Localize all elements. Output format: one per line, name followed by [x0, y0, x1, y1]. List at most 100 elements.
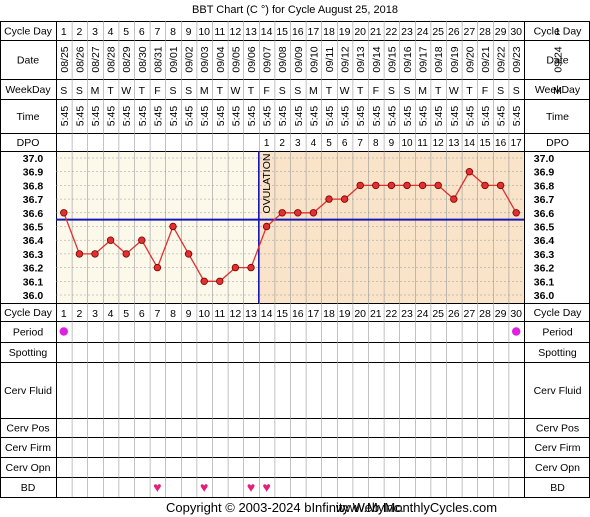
row-label-cycle-day: Cycle Day [4, 26, 53, 38]
time-label: 5:45 [480, 106, 492, 127]
weekday-label: S [60, 85, 67, 97]
y-tick-label: 36.6 [23, 208, 44, 220]
weekday-label: S [185, 85, 192, 97]
cycle-day-label: 10 [198, 26, 210, 38]
extra-weekday: M [553, 85, 562, 97]
extra-cycle-day: 1 [555, 26, 561, 38]
temperature-point [450, 195, 458, 203]
cycle-day-label: 13 [245, 26, 257, 38]
date-label: 09/17 [418, 46, 430, 72]
ovulation-label: OVULATION [261, 154, 273, 214]
dpo-label: 8 [373, 138, 379, 149]
time-label: 5:45 [386, 106, 398, 127]
temperature-point [200, 277, 208, 285]
cycle-day-label: 14 [261, 26, 273, 38]
row-label-cerv-pos-right: Cerv Pos [536, 423, 579, 435]
weekday-label: F [373, 85, 379, 97]
temperature-point [60, 209, 68, 217]
cycle-day-label: 5 [123, 26, 129, 38]
cycle-day-label: 8 [170, 308, 176, 320]
cycle-day-label: 29 [495, 26, 507, 38]
cycle-day-label: 26 [448, 26, 460, 38]
y-tick-label: 36.2 [23, 263, 44, 275]
temperature-point [372, 181, 380, 190]
cycle-day-label: 1 [61, 26, 67, 38]
weekday-label: T [466, 85, 473, 97]
cycle-day-label: 12 [230, 26, 242, 38]
cycle-day-label: 23 [401, 26, 413, 38]
date-label: 09/02 [184, 46, 196, 72]
y-tick-label-right: 36.0 [534, 290, 555, 302]
time-label: 5:45 [184, 106, 196, 127]
row-label-spotting: Spotting [9, 347, 48, 359]
temperature-point [106, 236, 115, 244]
date-label: 09/06 [246, 46, 258, 72]
cycle-day-label: 26 [448, 308, 460, 320]
date-label: 09/23 [511, 46, 523, 72]
temperature-point [403, 181, 411, 190]
cycle-day-label: 4 [108, 26, 114, 38]
dpo-label: 9 [389, 138, 395, 149]
date-label: 09/20 [464, 46, 476, 72]
y-tick-label: 36.7 [23, 194, 44, 206]
y-tick-label-right: 36.7 [534, 194, 555, 206]
y-tick-label-right: 36.2 [534, 263, 555, 275]
date-label: 08/26 [74, 46, 86, 72]
cycle-day-label: 6 [139, 26, 145, 38]
cycle-day-label: 15 [276, 308, 288, 320]
cycle-day-label: 25 [432, 308, 444, 320]
temperature-point [465, 167, 474, 176]
cycle-day-label: 17 [308, 308, 320, 320]
dpo-label: 3 [295, 138, 301, 149]
temperature-point [278, 209, 286, 217]
dpo-label: 11 [417, 138, 428, 149]
weekday-label: S [388, 85, 395, 97]
temperature-point [138, 236, 146, 244]
cycle-day-label: 16 [292, 26, 304, 38]
cycle-day-label: 22 [386, 308, 398, 320]
time-label: 5:45 [199, 106, 211, 127]
cycle-day-label: 29 [495, 308, 507, 320]
bd-heart-icon: ♥ [200, 479, 208, 495]
dpo-label: 15 [479, 138, 491, 149]
row-label-date: Date [17, 55, 39, 67]
temperature-point [122, 250, 130, 258]
time-label: 5:45 [215, 106, 227, 127]
y-tick-label-right: 36.4 [534, 235, 555, 247]
row-label-date-right: Date [546, 55, 568, 67]
weekday-label: F [482, 85, 488, 97]
row-label-cycle-day: Cycle Day [4, 307, 53, 319]
date-label: 08/29 [121, 46, 133, 72]
weekday-label: T [435, 85, 442, 97]
date-label: 09/11 [324, 47, 336, 73]
dpo-label: 1 [264, 138, 270, 149]
cycle-day-label: 28 [479, 308, 491, 320]
cycle-day-label: 20 [354, 26, 366, 38]
weekday-label: S [497, 85, 504, 97]
temperature-point [387, 181, 396, 190]
site-link[interactable]: www.MyMonthlyCycles.com [335, 500, 497, 515]
time-label: 5:45 [418, 106, 430, 127]
date-label: 08/28 [106, 46, 118, 72]
cycle-day-label: 12 [230, 308, 242, 320]
row-label-period: Period [13, 327, 44, 339]
weekday-label: S [279, 85, 286, 97]
time-label: 5:45 [59, 106, 71, 127]
time-label: 5:45 [402, 106, 414, 127]
cycle-day-label: 4 [108, 308, 114, 320]
cycle-day-label: 19 [339, 308, 351, 320]
row-label-period-right: Period [542, 327, 573, 339]
temperature-point [309, 209, 318, 217]
date-label: 09/04 [215, 46, 227, 72]
date-label: 08/25 [59, 46, 71, 72]
cycle-day-label: 21 [370, 308, 382, 320]
row-label-cycle-day-right: Cycle Day [534, 307, 583, 319]
dpo-label: 14 [464, 138, 476, 149]
weekday-label: W [449, 85, 459, 97]
temperature-point [247, 263, 255, 272]
temperature-point [231, 263, 240, 272]
y-tick-label-right: 36.6 [534, 208, 555, 220]
cycle-day-label: 16 [292, 308, 304, 320]
weekday-label: W [340, 85, 350, 97]
date-label: 08/31 [152, 46, 164, 72]
